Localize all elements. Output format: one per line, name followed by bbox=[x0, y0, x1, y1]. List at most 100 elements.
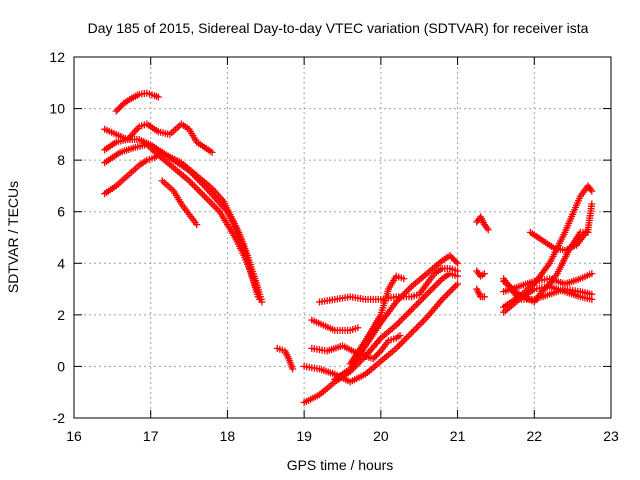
data-point bbox=[451, 256, 459, 264]
data-point bbox=[402, 311, 410, 319]
plot-frame bbox=[73, 56, 612, 419]
data-point bbox=[401, 313, 409, 321]
series-track-o bbox=[473, 213, 492, 234]
y-tick-label: 2 bbox=[57, 307, 65, 323]
data-point bbox=[369, 355, 377, 363]
data-point bbox=[452, 258, 460, 266]
data-point bbox=[396, 341, 404, 349]
data-point bbox=[404, 309, 412, 317]
data-point bbox=[371, 353, 379, 361]
series-track-f bbox=[158, 177, 201, 229]
data-point bbox=[440, 294, 448, 302]
data-point bbox=[450, 283, 458, 291]
data-point bbox=[414, 299, 422, 307]
y-tick-label: 4 bbox=[57, 255, 65, 271]
data-point bbox=[484, 226, 492, 234]
data-point bbox=[372, 352, 380, 360]
data-point bbox=[435, 278, 443, 286]
grid bbox=[74, 57, 611, 418]
data-point bbox=[199, 191, 207, 199]
data-point bbox=[399, 314, 407, 322]
chart-title: Day 185 of 2015, Sidereal Day-to-day VTE… bbox=[88, 20, 589, 36]
x-tick-label: 22 bbox=[526, 428, 542, 444]
x-tick-label: 23 bbox=[603, 428, 619, 444]
data-point bbox=[112, 107, 120, 115]
data-point bbox=[588, 290, 596, 298]
data-point bbox=[406, 331, 414, 339]
data-point bbox=[374, 350, 382, 358]
y-axis-label: SDTVAR / TECUs bbox=[5, 181, 21, 293]
series-track-n bbox=[346, 272, 408, 368]
data-point bbox=[202, 194, 210, 202]
data-point bbox=[411, 325, 419, 333]
data-point bbox=[588, 200, 596, 208]
data-point bbox=[394, 319, 402, 327]
x-tick-label: 21 bbox=[450, 428, 466, 444]
y-tick-label: 10 bbox=[49, 101, 65, 117]
data-point bbox=[443, 290, 451, 298]
data-point bbox=[454, 259, 462, 267]
data-point bbox=[115, 104, 123, 112]
data-point bbox=[419, 317, 427, 325]
data-point bbox=[194, 185, 202, 193]
data-point bbox=[413, 301, 421, 309]
data-point bbox=[195, 187, 203, 195]
x-tick-label: 19 bbox=[296, 428, 312, 444]
x-tick-label: 20 bbox=[373, 428, 389, 444]
data-point bbox=[209, 201, 217, 209]
data-point bbox=[399, 338, 407, 346]
data-point bbox=[396, 295, 404, 303]
data-point bbox=[192, 184, 200, 192]
data-point bbox=[454, 272, 462, 280]
data-point bbox=[447, 253, 455, 261]
y-tick-label: -2 bbox=[53, 410, 66, 426]
data-point bbox=[416, 320, 424, 328]
data-point bbox=[409, 304, 417, 312]
data-point bbox=[404, 286, 412, 294]
data-point bbox=[401, 289, 409, 297]
data-point bbox=[402, 334, 410, 342]
data-point bbox=[411, 302, 419, 310]
data-point bbox=[480, 270, 488, 278]
series-track-j bbox=[300, 270, 462, 407]
data-point bbox=[480, 293, 488, 301]
data-point bbox=[433, 280, 441, 288]
series-track-i bbox=[315, 264, 462, 306]
data-point bbox=[447, 287, 455, 295]
y-tick-label: 0 bbox=[57, 358, 65, 374]
data-point bbox=[421, 315, 429, 323]
data-point bbox=[396, 318, 404, 326]
data-point bbox=[401, 336, 409, 344]
series-track-w bbox=[526, 200, 596, 254]
data-point bbox=[414, 322, 422, 330]
data-point bbox=[431, 282, 439, 290]
data-point bbox=[207, 199, 215, 207]
data-point bbox=[408, 329, 416, 337]
data-point bbox=[430, 283, 438, 291]
data-point bbox=[416, 297, 424, 305]
y-tick-label: 12 bbox=[49, 49, 65, 65]
data-point bbox=[397, 316, 405, 324]
series-track-a bbox=[112, 89, 162, 115]
data-point bbox=[413, 324, 421, 332]
x-tick-label: 16 bbox=[66, 428, 82, 444]
data-point bbox=[588, 270, 596, 278]
data-point bbox=[394, 343, 402, 351]
data-point bbox=[187, 178, 195, 186]
data-point bbox=[428, 285, 436, 293]
y-tick-label: 6 bbox=[57, 204, 65, 220]
data-point bbox=[426, 287, 434, 295]
data-point bbox=[200, 192, 208, 200]
x-axis-label: GPS time / hours bbox=[287, 457, 394, 473]
data-point bbox=[193, 221, 201, 229]
data-point bbox=[400, 275, 408, 283]
data-point bbox=[114, 106, 122, 114]
data-markers bbox=[101, 89, 596, 407]
data-point bbox=[289, 365, 297, 373]
data-point bbox=[208, 148, 216, 156]
data-point bbox=[425, 289, 433, 297]
data-point bbox=[448, 285, 456, 293]
series-track-g bbox=[273, 344, 297, 373]
data-point bbox=[254, 293, 262, 301]
data-point bbox=[588, 187, 596, 195]
